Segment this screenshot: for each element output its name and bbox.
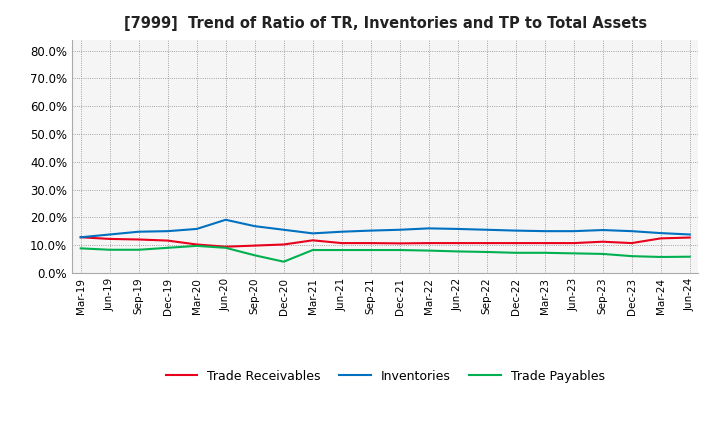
- Inventories: [105, 232, 114, 237]
- Trade Receivables: [482, 240, 491, 246]
- Line: Trade Receivables: Trade Receivables: [81, 237, 690, 247]
- Trade Payables: [308, 247, 317, 253]
- Trade Receivables: [627, 240, 636, 246]
- Trade Receivables: [279, 242, 288, 247]
- Inventories: [482, 227, 491, 232]
- Inventories: [627, 228, 636, 234]
- Trade Receivables: [251, 243, 259, 248]
- Trade Payables: [105, 247, 114, 253]
- Trade Receivables: [685, 235, 694, 240]
- Inventories: [192, 226, 201, 231]
- Inventories: [685, 232, 694, 237]
- Trade Payables: [482, 249, 491, 255]
- Trade Receivables: [76, 235, 85, 240]
- Inventories: [511, 228, 520, 233]
- Inventories: [76, 235, 85, 240]
- Inventories: [395, 227, 404, 232]
- Trade Payables: [135, 247, 143, 253]
- Line: Trade Payables: Trade Payables: [81, 246, 690, 262]
- Trade Payables: [163, 245, 172, 250]
- Trade Payables: [279, 259, 288, 264]
- Trade Payables: [598, 251, 607, 257]
- Inventories: [221, 217, 230, 222]
- Trade Payables: [627, 253, 636, 259]
- Trade Receivables: [338, 240, 346, 246]
- Inventories: [598, 227, 607, 233]
- Trade Payables: [366, 247, 375, 253]
- Line: Inventories: Inventories: [81, 220, 690, 237]
- Trade Payables: [657, 254, 665, 260]
- Trade Receivables: [570, 240, 578, 246]
- Trade Payables: [192, 243, 201, 249]
- Legend: Trade Receivables, Inventories, Trade Payables: Trade Receivables, Inventories, Trade Pa…: [161, 365, 610, 388]
- Trade Payables: [511, 250, 520, 256]
- Trade Receivables: [105, 236, 114, 242]
- Trade Payables: [221, 245, 230, 250]
- Trade Receivables: [424, 240, 433, 246]
- Inventories: [251, 224, 259, 229]
- Trade Receivables: [454, 240, 462, 246]
- Inventories: [308, 231, 317, 236]
- Trade Receivables: [598, 239, 607, 244]
- Trade Receivables: [192, 242, 201, 247]
- Inventories: [454, 226, 462, 231]
- Trade Receivables: [541, 240, 549, 246]
- Inventories: [541, 228, 549, 234]
- Trade Receivables: [221, 244, 230, 249]
- Title: [7999]  Trend of Ratio of TR, Inventories and TP to Total Assets: [7999] Trend of Ratio of TR, Inventories…: [124, 16, 647, 32]
- Trade Payables: [395, 247, 404, 253]
- Inventories: [424, 226, 433, 231]
- Trade Payables: [541, 250, 549, 256]
- Trade Receivables: [308, 238, 317, 243]
- Trade Payables: [424, 248, 433, 253]
- Trade Receivables: [511, 240, 520, 246]
- Trade Payables: [76, 246, 85, 251]
- Trade Receivables: [657, 236, 665, 241]
- Trade Receivables: [366, 240, 375, 246]
- Trade Receivables: [135, 237, 143, 242]
- Trade Payables: [251, 253, 259, 258]
- Inventories: [657, 231, 665, 236]
- Trade Payables: [570, 251, 578, 256]
- Inventories: [279, 227, 288, 232]
- Inventories: [338, 229, 346, 235]
- Trade Payables: [454, 249, 462, 254]
- Inventories: [366, 228, 375, 233]
- Trade Payables: [685, 254, 694, 259]
- Trade Receivables: [163, 238, 172, 243]
- Inventories: [570, 228, 578, 234]
- Inventories: [135, 229, 143, 235]
- Trade Receivables: [395, 241, 404, 246]
- Inventories: [163, 228, 172, 234]
- Trade Payables: [338, 247, 346, 253]
